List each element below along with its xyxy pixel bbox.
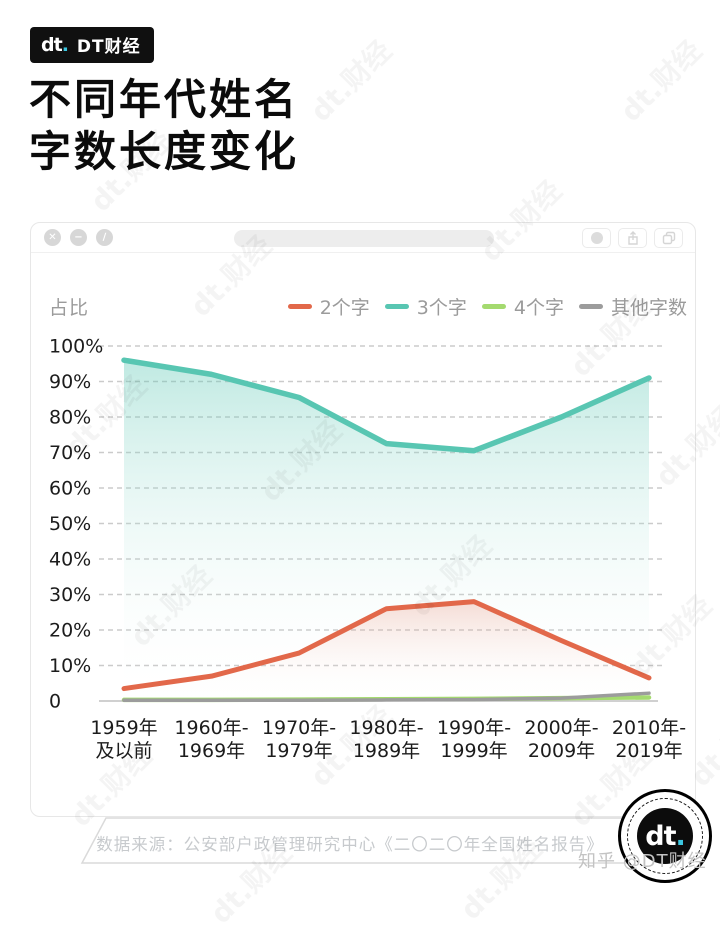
legend-item-4个字[interactable]: 4个字 [481,293,564,320]
y-tick-label: 30% [49,584,91,606]
close-icon[interactable]: ✕ [44,229,61,246]
y-tick-label: 80% [49,407,91,429]
series-line-其他字数 [122,691,651,703]
y-axis-title: 占比 [49,297,90,319]
chart-header: 占比 2个字 3个字 4个字 其他字数 [49,293,687,320]
share-button[interactable] [618,228,647,248]
y-tick-label: 10% [49,655,91,677]
record-icon [590,232,603,244]
x-tick-label: 1990年-1999年 [437,717,511,762]
x-tick-label: 1970年-1979年 [262,717,336,762]
y-tick-label: 20% [49,620,91,642]
dt-logo-icon: dt. [637,808,693,864]
watermark-text: dt.财经 [301,30,400,129]
legend-item-2个字[interactable]: 2个字 [287,293,370,320]
legend-label: 3个字 [416,297,467,319]
y-tick-label: 90% [49,371,91,393]
x-tick-label: 1960年-1969年 [174,717,248,762]
series-line-3个字 [121,357,652,454]
page-title: 不同年代姓名 字数长度变化 [29,74,299,177]
address-bar[interactable] [234,230,494,247]
legend-label: 2个字 [319,297,370,319]
legend-swatch [384,304,409,309]
share-upload-icon [627,231,638,245]
window-controls: ✕ − ∕ [44,229,113,246]
browser-window: ✕ − ∕ 占比 2个字 3个字 4个字 其他字数 [30,222,696,817]
block-icon[interactable]: ∕ [96,229,113,246]
legend-swatch [578,304,603,309]
y-tick-label: 70% [49,442,91,464]
x-tick-label: 1980年-1989年 [349,717,423,762]
x-tick-label: 1959年及以前 [90,717,157,762]
y-tick-label: 0 [49,691,61,713]
legend-label: 4个字 [513,297,564,319]
brand-logo-icon: dt. [41,33,69,56]
y-tick-label: 50% [49,513,91,535]
tabs-button[interactable] [654,228,683,248]
line-chart-plot: 100% 90% 80% 70% 60% 50% 40% 30% 20% 10% 0 1959年及以前… [49,336,686,762]
browser-titlebar: ✕ − ∕ [31,223,695,253]
minimize-icon[interactable]: − [70,229,87,246]
legend-swatch [481,304,506,309]
legend-item-3个字[interactable]: 3个字 [384,293,467,320]
y-tick-label: 40% [49,549,91,571]
brand-name: DT财经 [76,37,141,57]
x-tick-label: 2010年-2019年 [612,717,686,762]
seal-dashed-ring [627,798,703,874]
window-actions [582,228,683,248]
dt-logo-seal: dt. [618,789,712,883]
copy-pages-icon [662,231,675,245]
series-area-2个字 [124,601,649,701]
chart-legend: 2个字 3个字 4个字 其他字数 [287,293,687,320]
watermark-text: dt.财经 [611,30,710,129]
y-tick-label: 100% [49,336,103,358]
legend-item-其他字数[interactable]: 其他字数 [578,293,687,320]
y-tick-label: 60% [49,478,91,500]
brand-badge: dt. DT财经 [30,27,154,63]
zhihu-credit: 知乎 @DT财经 [578,851,707,872]
record-button[interactable] [582,228,611,248]
series-line-2个字 [121,599,652,692]
page-title-line1: 不同年代姓名 [29,75,300,124]
legend-label: 其他字数 [610,297,687,319]
x-tick-label: 2000年-2009年 [524,717,598,762]
series-area-3个字 [124,360,649,701]
page-title-line2: 字数长度变化 [29,126,300,176]
legend-swatch [287,304,312,309]
data-source-note: 数据来源：公安部户政管理研究中心《二〇二〇年全国姓名报告》 [96,835,604,854]
